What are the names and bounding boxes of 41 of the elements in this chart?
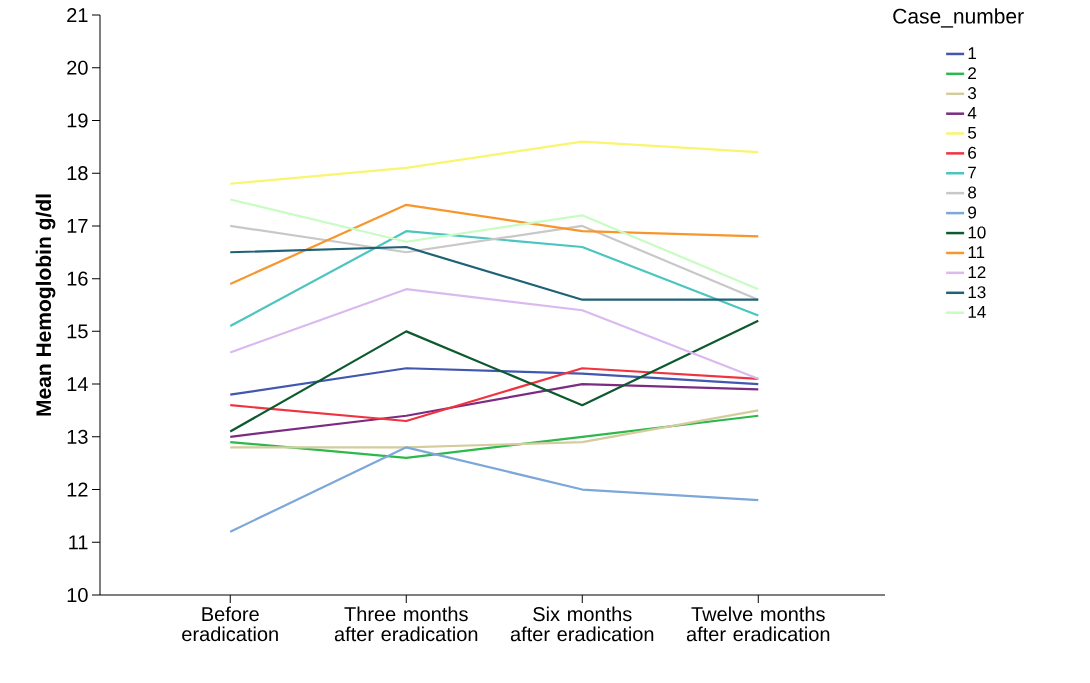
legend-label: 7	[968, 166, 976, 179]
legend-label: 5	[968, 126, 977, 139]
line-series	[229, 230, 760, 328]
x-tick-label: Three months after eradication	[334, 606, 478, 642]
x-tick-label: Before eradication	[182, 606, 278, 642]
line-series	[229, 382, 760, 438]
legend-label: 9	[968, 206, 977, 219]
line-series	[229, 140, 760, 185]
legend-label: 10	[968, 226, 986, 239]
y-tick-label: 10	[67, 587, 88, 603]
line-series	[229, 367, 760, 396]
y-tick-label: 20	[67, 60, 88, 75]
y-tick-label: 14	[67, 377, 88, 391]
line-series	[229, 446, 760, 533]
y-axis-title: Mean Hemoglobin g/dl	[35, 194, 56, 416]
legend-label: 11	[968, 246, 985, 259]
y-tick-label: 13	[67, 429, 88, 444]
legend-label: 8	[968, 186, 977, 199]
legend-label: 6	[968, 146, 977, 159]
line-series	[229, 414, 760, 460]
y-tick-label: 15	[67, 324, 88, 339]
legend-label: 2	[968, 67, 976, 80]
x-tick-label: Twelve months after eradication	[686, 606, 830, 642]
y-tick-label: 11	[69, 535, 88, 550]
legend-label: 12	[968, 266, 986, 279]
y-tick-label: 17	[67, 219, 88, 233]
legend-label: 14	[968, 306, 986, 318]
y-tick-label: 21	[67, 8, 88, 22]
x-tick-label: Six months after eradication	[510, 606, 654, 642]
y-tick-label: 19	[67, 113, 88, 128]
legend-title: Case_number	[893, 8, 1024, 28]
legend-label: 1	[968, 47, 976, 60]
legend-label: 13	[968, 286, 986, 299]
line-series	[229, 288, 760, 380]
y-tick-label: 12	[67, 482, 88, 497]
legend-label: 4	[967, 107, 977, 119]
y-tick-label: 18	[67, 166, 88, 181]
line-series	[229, 367, 760, 423]
legend-label: 3	[968, 87, 977, 100]
y-tick-label: 16	[67, 271, 88, 286]
line-series	[229, 319, 760, 433]
